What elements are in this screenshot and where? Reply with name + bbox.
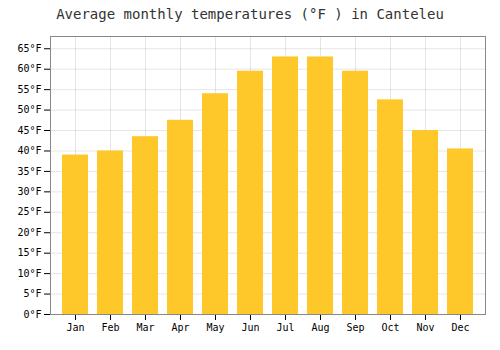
svg-text:Aug: Aug (311, 322, 329, 333)
svg-text:Jul: Jul (276, 322, 294, 333)
svg-text:25°F: 25°F (17, 206, 41, 217)
svg-text:Sep: Sep (346, 322, 364, 333)
svg-text:Apr: Apr (171, 322, 189, 333)
svg-text:65°F: 65°F (17, 43, 41, 54)
svg-text:30°F: 30°F (17, 186, 41, 197)
svg-text:50°F: 50°F (17, 104, 41, 115)
svg-text:40°F: 40°F (17, 145, 41, 156)
svg-text:May: May (206, 322, 224, 333)
svg-text:60°F: 60°F (17, 63, 41, 74)
svg-text:Mar: Mar (136, 322, 154, 333)
svg-text:Nov: Nov (416, 322, 434, 333)
svg-text:Jun: Jun (241, 322, 259, 333)
svg-text:Oct: Oct (381, 322, 399, 333)
svg-text:35°F: 35°F (17, 166, 41, 177)
svg-text:15°F: 15°F (17, 247, 41, 258)
svg-text:0°F: 0°F (23, 309, 41, 320)
svg-text:Jan: Jan (66, 322, 84, 333)
svg-text:Dec: Dec (451, 322, 469, 333)
svg-text:55°F: 55°F (17, 84, 41, 95)
svg-text:20°F: 20°F (17, 227, 41, 238)
svg-text:45°F: 45°F (17, 125, 41, 136)
html-text:Average monthly temperatures (: Average monthly temperatures (°F ) in Ca… (56, 6, 444, 22)
svg-text:Feb: Feb (101, 322, 119, 333)
svg-text:10°F: 10°F (17, 268, 41, 279)
svg-text:5°F: 5°F (23, 288, 41, 299)
